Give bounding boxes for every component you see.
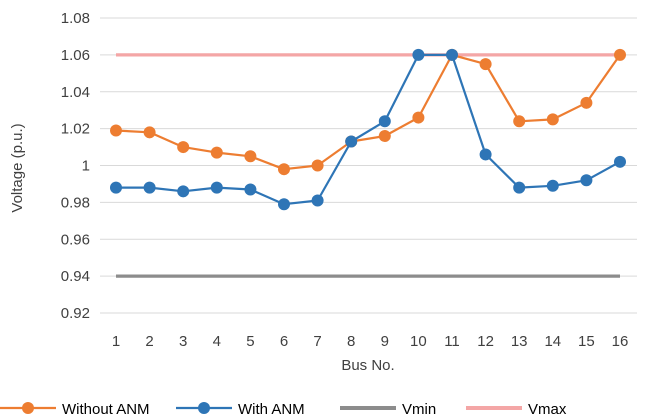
series-without-anm (110, 48, 626, 176)
without-anm-line (115, 53, 621, 171)
without-anm-point (580, 96, 593, 109)
y-tick-label: 1.04 (61, 84, 90, 101)
x-tick-label: 14 (544, 333, 561, 350)
legend-item-vmax: Vmax (466, 401, 567, 418)
x-tick-label: 15 (578, 333, 595, 350)
x-tick-label: 12 (477, 333, 494, 350)
series-with-anm (110, 48, 626, 211)
with-anm-point (143, 181, 156, 194)
without-anm-point (546, 113, 559, 126)
y-tick-label: 1.08 (61, 10, 90, 27)
with-anm-point (110, 181, 122, 194)
gridlines (100, 17, 637, 314)
with-anm-point (177, 185, 190, 198)
without-anm-point (278, 163, 290, 176)
without-anm-point (244, 150, 257, 163)
x-axis-title: Bus No. (341, 357, 394, 374)
legend-marker (198, 402, 210, 414)
x-tick-label: 9 (381, 333, 389, 350)
with-anm-point (345, 135, 358, 148)
with-anm-point (210, 181, 223, 194)
without-anm-point (412, 111, 425, 124)
with-anm-point (446, 48, 458, 61)
x-tick-label: 16 (612, 333, 629, 350)
without-anm-point (210, 146, 223, 159)
y-axis-title: Voltage (p.u.) (9, 123, 26, 212)
legend-marker (22, 402, 34, 414)
with-anm-line (116, 53, 621, 206)
with-anm-point (513, 181, 526, 194)
legend-item-vmin: Vmin (340, 401, 436, 418)
with-anm-point (614, 155, 626, 168)
y-tick-label: 0.96 (61, 231, 90, 248)
x-tick-label: 7 (313, 333, 321, 350)
without-anm-point (614, 48, 626, 61)
without-anm-point (513, 115, 526, 128)
x-axis-ticks: 1 2 3 4 5 6 7 8 9 10 11 12 13 14 15 16 (112, 333, 629, 350)
without-anm-point (110, 124, 122, 137)
x-tick-label: 8 (347, 333, 355, 350)
with-anm-point (378, 115, 391, 128)
with-anm-point (311, 194, 324, 207)
legend-label: With ANM (238, 401, 305, 418)
x-tick-label: 2 (145, 333, 153, 350)
with-anm-point (546, 179, 559, 192)
x-tick-label: 6 (280, 333, 288, 350)
legend-label: Without ANM (62, 401, 150, 418)
x-tick-label: 5 (246, 333, 254, 350)
y-tick-label: 0.94 (61, 268, 90, 285)
with-anm-point (580, 174, 593, 187)
x-tick-label: 10 (410, 333, 427, 350)
x-tick-label: 4 (213, 333, 221, 350)
legend-item-without-anm: Without ANM (0, 401, 150, 418)
legend-label: Vmax (528, 401, 567, 418)
with-anm-point (244, 183, 257, 196)
with-anm-point (278, 198, 290, 211)
y-tick-label: 0.98 (61, 194, 90, 211)
y-axis-ticks: 0.92 0.94 0.96 0.98 1 1.02 1.04 1.06 1.08 (61, 10, 90, 322)
x-tick-label: 3 (179, 333, 187, 350)
with-anm-point (412, 48, 425, 61)
y-tick-label: 0.92 (61, 305, 90, 322)
y-tick-label: 1.02 (61, 121, 90, 138)
with-anm-point (479, 148, 492, 161)
without-anm-point (143, 126, 156, 139)
x-tick-label: 1 (112, 333, 120, 350)
without-anm-point (378, 130, 391, 142)
x-tick-label: 11 (444, 333, 460, 350)
x-tick-label: 13 (511, 333, 528, 350)
without-anm-point (177, 141, 190, 154)
legend: Without ANM With ANM Vmin Vmax (0, 401, 567, 418)
without-anm-point (479, 58, 492, 71)
y-tick-label: 1.06 (61, 47, 90, 64)
legend-item-with-anm: With ANM (176, 401, 305, 418)
y-tick-label: 1 (82, 158, 90, 175)
without-anm-point (311, 159, 324, 172)
legend-label: Vmin (402, 401, 436, 418)
series-lines (110, 48, 626, 278)
